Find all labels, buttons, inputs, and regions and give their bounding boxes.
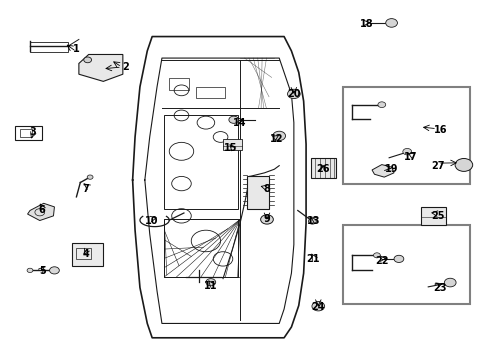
Text: 27: 27 (431, 161, 445, 171)
Text: 16: 16 (434, 125, 447, 135)
Bar (247, 176, 270, 209)
Polygon shape (79, 54, 123, 81)
Polygon shape (27, 203, 54, 221)
Text: 1: 1 (73, 44, 80, 54)
Text: 7: 7 (83, 184, 90, 194)
Circle shape (386, 19, 397, 27)
Bar (421, 207, 446, 225)
Circle shape (455, 158, 473, 171)
Text: 9: 9 (264, 215, 270, 224)
Circle shape (84, 57, 92, 63)
Circle shape (312, 302, 325, 311)
Bar (20, 129, 32, 137)
Bar (343, 225, 470, 304)
Text: 6: 6 (39, 206, 46, 216)
Text: 5: 5 (39, 266, 46, 276)
Bar (169, 78, 189, 90)
Text: 15: 15 (223, 143, 237, 153)
Text: 10: 10 (146, 216, 159, 226)
Bar (15, 126, 42, 140)
Circle shape (394, 255, 404, 262)
Bar (311, 158, 336, 178)
Circle shape (309, 219, 317, 224)
Circle shape (288, 89, 300, 99)
Text: 22: 22 (375, 256, 389, 266)
Text: 8: 8 (264, 184, 270, 194)
Bar (164, 220, 238, 277)
Text: 21: 21 (307, 254, 320, 264)
Circle shape (206, 279, 216, 286)
Circle shape (373, 253, 380, 258)
Circle shape (403, 148, 412, 155)
Bar (164, 116, 238, 209)
Text: 13: 13 (307, 216, 320, 226)
Circle shape (273, 131, 286, 140)
Text: 11: 11 (204, 281, 218, 291)
Text: 26: 26 (317, 164, 330, 174)
Circle shape (261, 215, 273, 224)
Text: 24: 24 (312, 302, 325, 312)
Text: 12: 12 (270, 134, 284, 144)
Circle shape (444, 278, 456, 287)
Bar (223, 139, 242, 149)
Circle shape (229, 116, 239, 123)
Text: 17: 17 (404, 152, 418, 162)
Circle shape (378, 102, 386, 108)
Text: 23: 23 (434, 283, 447, 293)
Bar (196, 87, 225, 98)
Text: 20: 20 (287, 89, 300, 99)
Text: 19: 19 (385, 164, 398, 174)
Circle shape (27, 268, 33, 273)
Text: 2: 2 (122, 62, 129, 72)
Circle shape (49, 267, 59, 274)
Text: 25: 25 (431, 211, 445, 221)
Polygon shape (164, 220, 240, 277)
Text: 3: 3 (29, 127, 36, 136)
Bar (76, 248, 91, 259)
Text: 18: 18 (360, 19, 374, 29)
Polygon shape (372, 165, 394, 177)
Text: 4: 4 (83, 248, 90, 258)
Circle shape (87, 175, 93, 179)
Text: 14: 14 (233, 118, 247, 128)
Bar (30, 42, 68, 52)
Bar (343, 87, 470, 184)
Bar (72, 243, 103, 266)
